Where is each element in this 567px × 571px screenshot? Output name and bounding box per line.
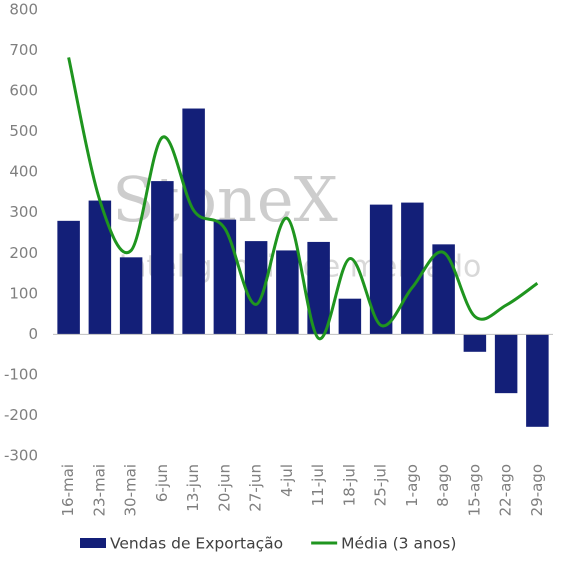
x-tick-label: 18-jul [340, 464, 358, 506]
y-tick-label: 300 [9, 203, 38, 221]
x-tick-label: 25-jul [372, 464, 390, 506]
x-tick-label: 4-jul [278, 464, 296, 497]
y-tick-label: 500 [9, 122, 38, 140]
x-tick-label: 13-jun [184, 464, 202, 512]
y-tick-label: -300 [4, 447, 38, 465]
bar [57, 220, 80, 335]
legend-swatch [80, 538, 106, 548]
bar [182, 108, 205, 335]
bar [307, 241, 330, 335]
y-tick-label: -200 [4, 406, 38, 424]
y-tick-label: 200 [9, 244, 38, 262]
bar [463, 334, 487, 352]
x-tick-label: 8-ago [434, 464, 452, 507]
bar [213, 219, 237, 335]
x-tick-label: 30-mai [122, 464, 140, 516]
x-tick-label: 16-mai [59, 464, 77, 516]
y-tick-label: 700 [9, 41, 38, 59]
y-tick-label: 800 [9, 1, 38, 19]
x-tick-label: 22-ago [497, 464, 515, 516]
bar [494, 334, 518, 394]
x-tick-label: 20-jun [215, 464, 233, 512]
x-tick-label: 6-jun [153, 464, 171, 502]
y-tick-label: 600 [9, 82, 38, 100]
bar [88, 200, 112, 335]
bar [276, 250, 299, 335]
x-tick-label: 23-mai [90, 464, 108, 516]
bar [369, 204, 393, 335]
x-tick-label: 1-ago [403, 464, 421, 507]
y-tick-label: 100 [9, 284, 38, 302]
x-tick-label: 15-ago [465, 464, 483, 516]
bar [526, 334, 549, 427]
x-tick-label: 29-ago [528, 464, 546, 516]
bar [119, 257, 143, 335]
bar [401, 202, 424, 335]
bar [244, 241, 268, 335]
y-tick-label: -100 [4, 365, 38, 383]
y-tick-label: 400 [9, 163, 38, 181]
x-tick-label: 11-jul [309, 464, 327, 506]
bar [338, 298, 362, 335]
bar [151, 181, 174, 335]
y-tick-label: 0 [28, 325, 38, 343]
x-tick-label: 27-jun [247, 464, 265, 512]
line [67, 57, 539, 340]
legend-label: Média (3 anos) [341, 535, 456, 553]
bar [432, 244, 455, 335]
legend-label: Vendas de Exportação [110, 535, 283, 553]
